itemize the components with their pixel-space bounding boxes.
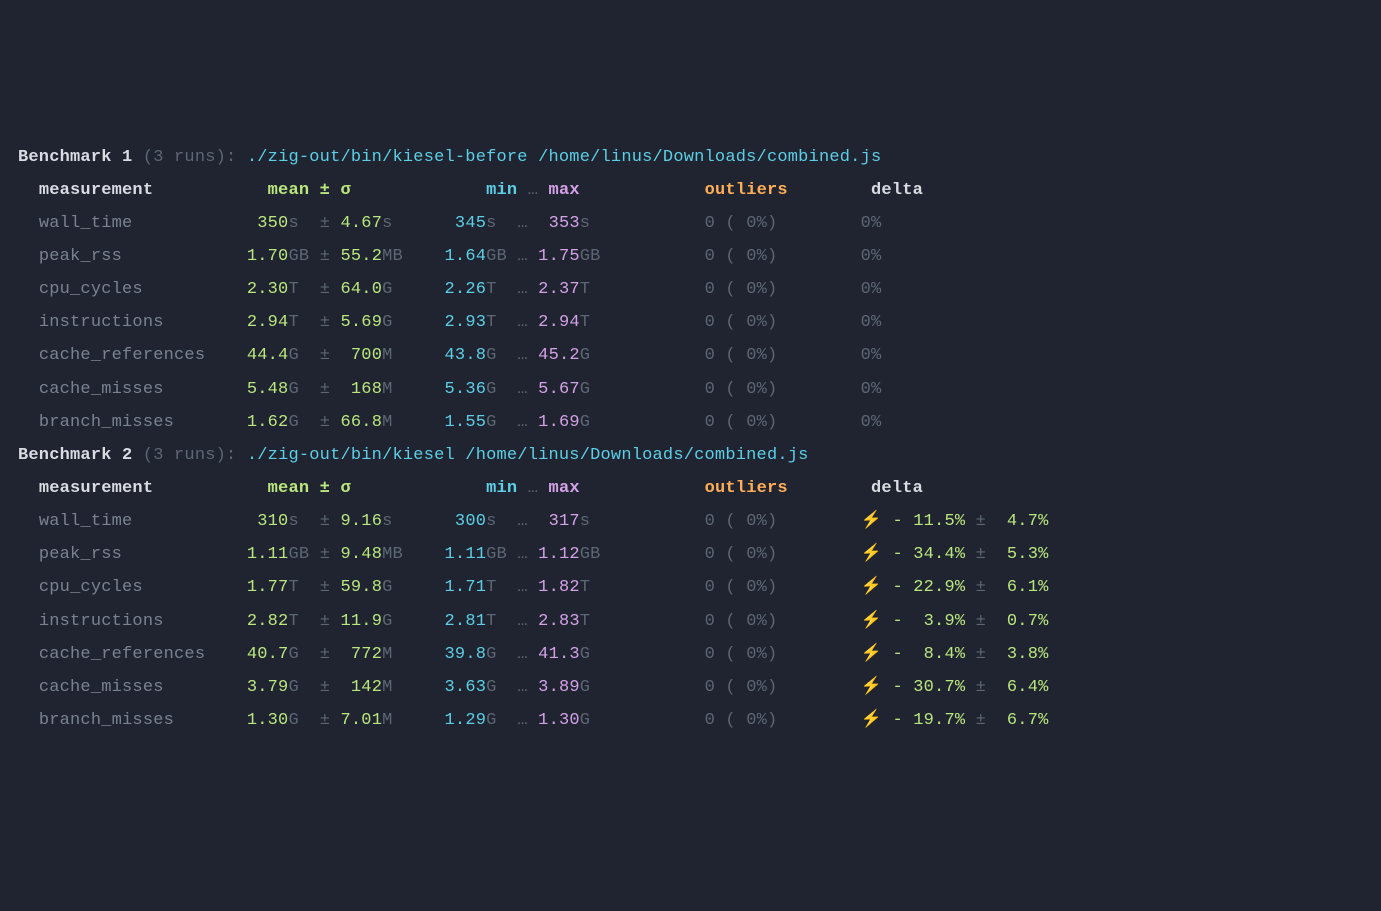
table-row: instructions 2.94T ± 5.69G 2.93T … 2.94T…: [18, 306, 1363, 339]
benchmark-title: Benchmark 2 (3 runs): ./zig-out/bin/kies…: [18, 439, 1363, 472]
table-row: cache_misses 3.79G ± 142M 3.63G … 3.89G …: [18, 671, 1363, 704]
table-header: measurement mean ± σ min … max outliers …: [18, 472, 1363, 505]
table-row: branch_misses 1.62G ± 66.8M 1.55G … 1.69…: [18, 406, 1363, 439]
table-row: cache_references 40.7G ± 772M 39.8G … 41…: [18, 638, 1363, 671]
table-row: peak_rss 1.70GB ± 55.2MB 1.64GB … 1.75GB…: [18, 240, 1363, 273]
table-header: measurement mean ± σ min … max outliers …: [18, 174, 1363, 207]
table-row: wall_time 310s ± 9.16s 300s … 317s 0 ( 0…: [18, 505, 1363, 538]
benchmark-title: Benchmark 1 (3 runs): ./zig-out/bin/kies…: [18, 141, 1363, 174]
benchmark-output: Benchmark 1 (3 runs): ./zig-out/bin/kies…: [18, 141, 1363, 738]
table-row: cpu_cycles 2.30T ± 64.0G 2.26T … 2.37T 0…: [18, 273, 1363, 306]
table-row: instructions 2.82T ± 11.9G 2.81T … 2.83T…: [18, 605, 1363, 638]
table-row: branch_misses 1.30G ± 7.01M 1.29G … 1.30…: [18, 704, 1363, 737]
table-row: peak_rss 1.11GB ± 9.48MB 1.11GB … 1.12GB…: [18, 538, 1363, 571]
table-row: cache_misses 5.48G ± 168M 5.36G … 5.67G …: [18, 373, 1363, 406]
table-row: cache_references 44.4G ± 700M 43.8G … 45…: [18, 339, 1363, 372]
table-row: cpu_cycles 1.77T ± 59.8G 1.71T … 1.82T 0…: [18, 571, 1363, 604]
table-row: wall_time 350s ± 4.67s 345s … 353s 0 ( 0…: [18, 207, 1363, 240]
